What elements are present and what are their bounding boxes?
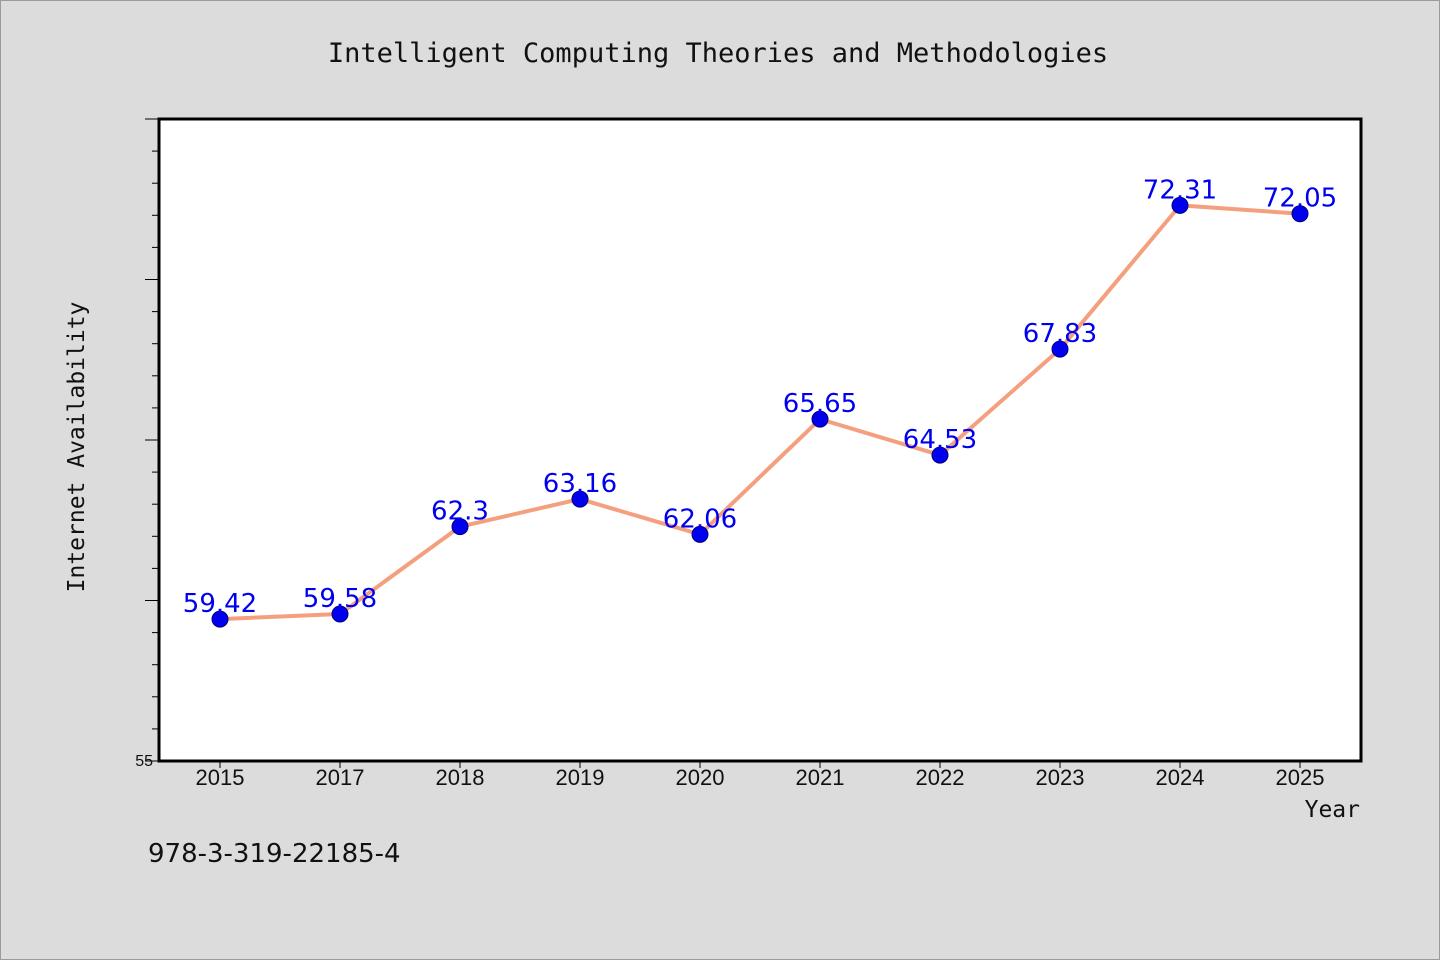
data-label: 59.42: [183, 589, 257, 619]
x-tick-label: 2021: [796, 765, 845, 790]
data-point: [331, 605, 349, 623]
x-tick-label: 2015: [196, 765, 245, 790]
data-point: [1171, 196, 1189, 214]
x-tick-label: 2024: [1156, 765, 1205, 790]
y-axis-label: Internet Availability: [64, 302, 90, 593]
data-label: 72.31: [1143, 175, 1217, 205]
data-point: [451, 518, 469, 536]
data-label: 63.16: [543, 469, 617, 499]
series-line: [219, 203, 1301, 622]
x-axis-ticks: 2015 2017 2018 2019 2020 2021 2022 2023 2024 2025: [196, 761, 1325, 790]
data-label: 59.58: [303, 584, 377, 614]
x-tick-label: 2017: [316, 765, 365, 790]
data-point: [931, 446, 949, 464]
data-point: [811, 410, 829, 428]
chart-title: Intelligent Computing Theories and Metho…: [328, 38, 1108, 69]
x-tick-label: 2018: [436, 765, 485, 790]
y-axis-ticks: [145, 118, 159, 762]
x-tick-label: 2025: [1276, 765, 1325, 790]
x-tick-label: 2020: [676, 765, 725, 790]
data-point: [691, 525, 709, 543]
x-axis-label: Year: [1305, 797, 1360, 823]
data-point: [211, 610, 229, 628]
data-label: 67.83: [1023, 319, 1097, 349]
y-tick-label-min: 55: [135, 753, 153, 770]
data-label: 72.05: [1263, 184, 1337, 214]
x-tick-label: 2023: [1036, 765, 1085, 790]
plot-area: [157, 117, 1363, 763]
x-tick-label: 2022: [916, 765, 965, 790]
data-point: [571, 490, 589, 508]
isbn-caption: 978-3-319-22185-4: [148, 839, 401, 869]
data-label: 62.3: [431, 497, 489, 527]
data-label: 64.53: [903, 425, 977, 455]
series-layer: 59.42 59.58 62.3 63.16 62.06 65.65 64.53 67.83 7…: [183, 175, 1337, 628]
data-label: 65.65: [783, 389, 857, 419]
x-tick-label: 2019: [556, 765, 605, 790]
data-label: 62.06: [663, 504, 737, 534]
data-point: [1291, 205, 1309, 223]
data-point: [1051, 340, 1069, 358]
